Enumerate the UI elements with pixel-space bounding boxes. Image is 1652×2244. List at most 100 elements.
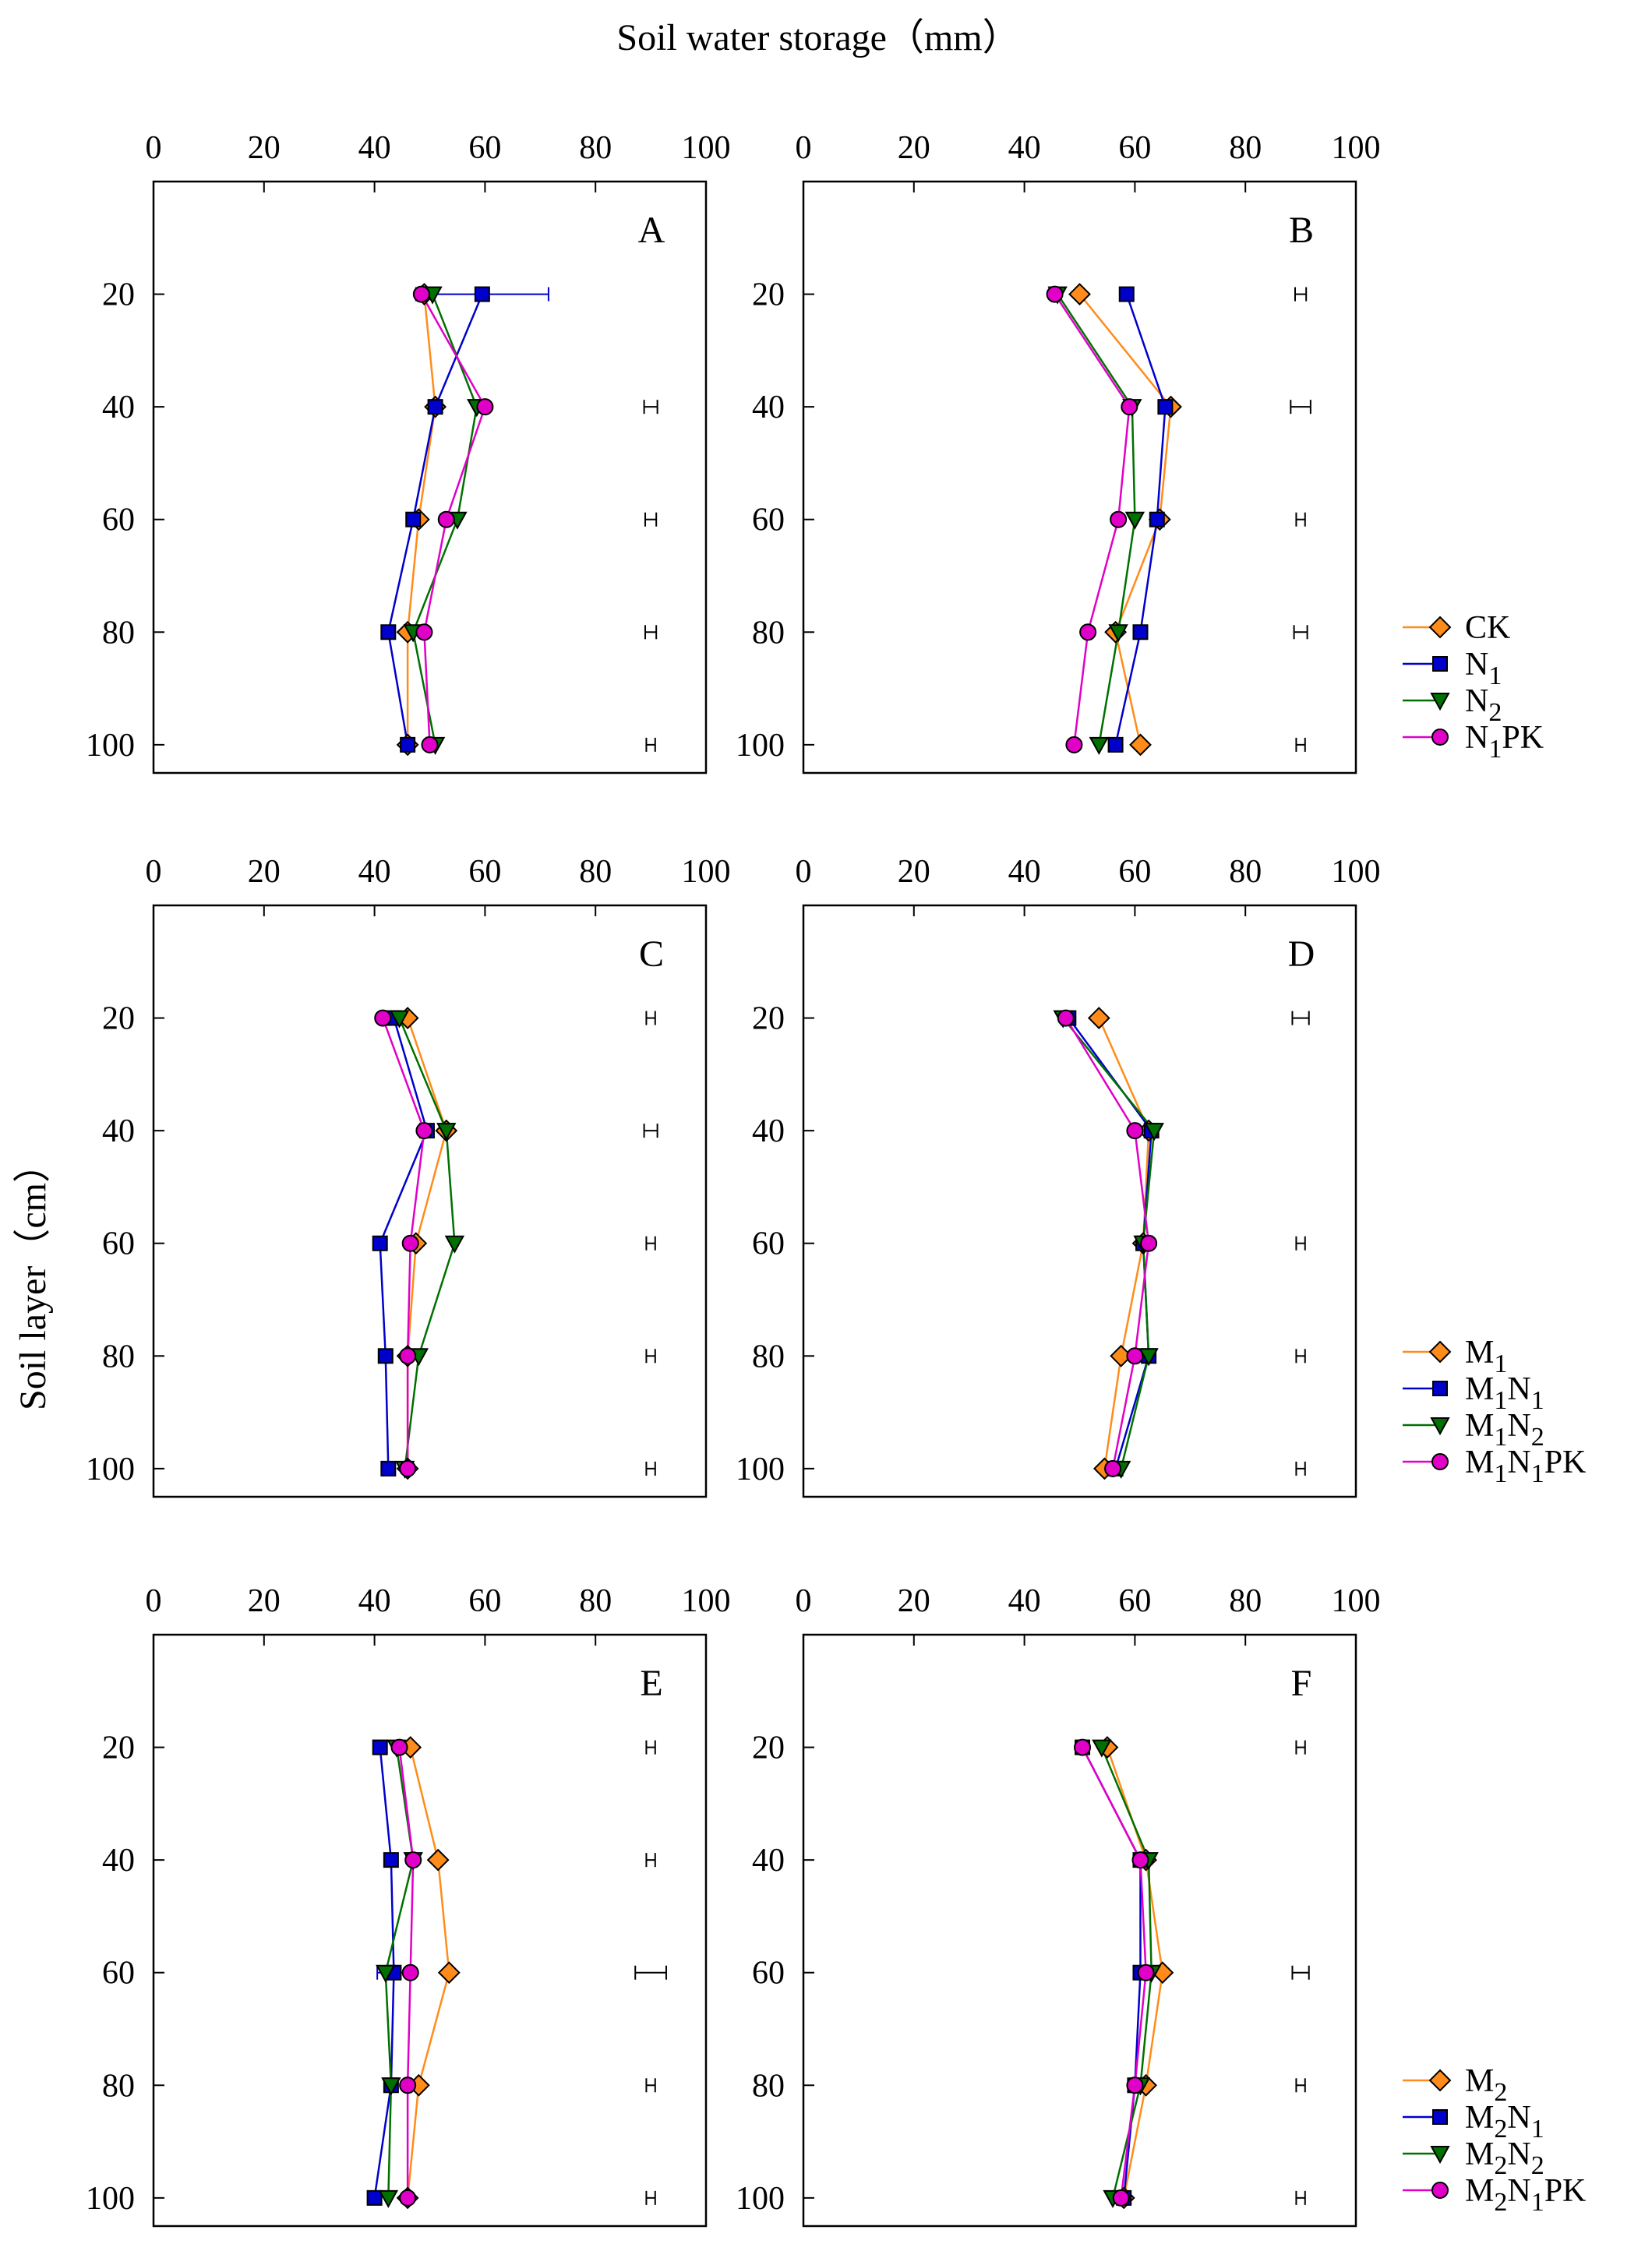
legend-label: N2 [1465, 683, 1502, 727]
data-point-n1 [474, 286, 490, 302]
data-point-m2 [437, 1961, 461, 1985]
legend-entry: CK [1403, 610, 1510, 646]
legend-marker [1432, 656, 1448, 672]
y-tick-label: 60 [752, 1956, 785, 1992]
y-tick-label: 80 [102, 1339, 135, 1374]
data-point-n1 [380, 624, 397, 640]
panel-c: 0 20 40 60 80 100 20 40 60 80 100 C [86, 854, 731, 1498]
y-tick-label: 100 [86, 2181, 135, 2217]
x-tick-label: 60 [468, 130, 501, 166]
data-point-m2n1 [383, 1852, 399, 1868]
y-tick-label: 60 [102, 1956, 135, 1992]
data-point-ck [1068, 283, 1091, 305]
legend-label: M1N2 [1465, 1408, 1544, 1452]
lsd-bar [1291, 1965, 1310, 1980]
x-tick-label: 60 [468, 854, 501, 890]
data-point-n1 [427, 399, 443, 415]
data-point-m2n2 [1092, 1739, 1112, 1758]
x-tick-label: 20 [898, 854, 930, 890]
lsd-bar [1295, 1236, 1306, 1251]
panel-f: 0 20 40 60 80 100 20 40 60 80 100 F [736, 1583, 1381, 2228]
y-tick-label: 80 [102, 615, 135, 651]
y-tick-label: 60 [752, 503, 785, 538]
data-point-n1 [405, 511, 422, 527]
data-point-n1 [1157, 399, 1174, 415]
legend-marker [1431, 2182, 1449, 2199]
y-tick-label: 100 [736, 1452, 785, 1487]
data-point-m2n1pk [1137, 1964, 1155, 1981]
legend-marker [1428, 2069, 1452, 2092]
lsd-bar [634, 1965, 667, 1980]
data-point-m2n1 [366, 2189, 383, 2206]
data-point-m2n1pk [401, 1964, 419, 1981]
lsd-bar [645, 737, 656, 752]
lsd-bar [643, 400, 658, 415]
data-point-n1 [400, 736, 416, 753]
x-tick-label: 100 [682, 130, 731, 166]
x-tick-label: 20 [248, 854, 281, 890]
legend-entry: M2 [1403, 2063, 1507, 2107]
lsd-bar [645, 1349, 656, 1364]
data-point-n1 [1118, 286, 1135, 302]
data-point-m2n2 [376, 1964, 396, 1983]
data-point-m1n2 [436, 1123, 457, 1141]
data-point-n1pk [476, 398, 494, 416]
legend-label: M2 [1465, 2063, 1507, 2107]
data-point-n2 [1124, 511, 1145, 530]
plot-frame [802, 180, 1357, 774]
legend-entry: M2N1 [1403, 2100, 1544, 2143]
panel-label: C [639, 933, 664, 975]
data-point-n1pk [1110, 510, 1128, 528]
x-tick-label: 40 [358, 130, 391, 166]
x-tick-label: 40 [358, 854, 391, 890]
y-tick-label: 100 [736, 728, 785, 764]
legend-label: N1 [1465, 647, 1502, 690]
legend-entry: M2N2 [1403, 2136, 1544, 2180]
data-point-m1n1pk [1140, 1234, 1158, 1252]
y-tick-label: 20 [102, 1731, 135, 1766]
lsd-bar [645, 1740, 656, 1755]
x-tick-label: 80 [1229, 1583, 1262, 1619]
y-tick-label: 20 [102, 277, 135, 313]
data-point-m1n1 [372, 1235, 388, 1251]
data-point-n1pk [1079, 623, 1097, 641]
y-tick-label: 20 [752, 277, 785, 313]
data-point-n1 [1107, 736, 1124, 753]
y-tick-label: 80 [752, 1339, 785, 1374]
y-tick-label: 60 [102, 503, 135, 538]
data-point-m2n1pk [404, 1851, 422, 1869]
lsd-bar [1295, 2190, 1306, 2205]
x-tick-label: 60 [1118, 854, 1151, 890]
data-point-m1n1pk [415, 1122, 433, 1140]
data-point-m2n1pk [399, 2189, 417, 2207]
lsd-bar [645, 1461, 656, 1476]
x-tick-label: 100 [1332, 1583, 1381, 1619]
y-tick-label: 100 [86, 728, 135, 764]
legend-marker [1432, 2109, 1448, 2125]
x-tick-label: 20 [898, 130, 930, 166]
data-point-m1n2 [389, 1010, 410, 1028]
legend-entry: M1N1 [1403, 1371, 1544, 1415]
plot-frame [152, 1633, 708, 2228]
legend-label: M2N1 [1465, 2100, 1544, 2143]
legend-label: M1 [1465, 1335, 1507, 1378]
lsd-bar [1295, 1349, 1306, 1364]
panel-label: D [1288, 933, 1315, 975]
legend-marker [1431, 1453, 1449, 1470]
legend-marker [1431, 729, 1449, 746]
y-tick-label: 60 [102, 1226, 135, 1262]
data-point-ck [1129, 733, 1152, 757]
panel-label: E [640, 1663, 662, 1704]
x-tick-label: 20 [248, 130, 281, 166]
lsd-bar [1295, 1740, 1306, 1755]
legend-label: M2N1PK [1465, 2173, 1586, 2217]
y-tick-label: 40 [102, 390, 135, 425]
x-tick-label: 20 [248, 1583, 281, 1619]
y-tick-label: 40 [752, 390, 785, 425]
data-point-m1 [1087, 1007, 1110, 1029]
data-point-m1n1pk [1104, 1459, 1122, 1477]
lsd-bar [645, 1853, 656, 1868]
